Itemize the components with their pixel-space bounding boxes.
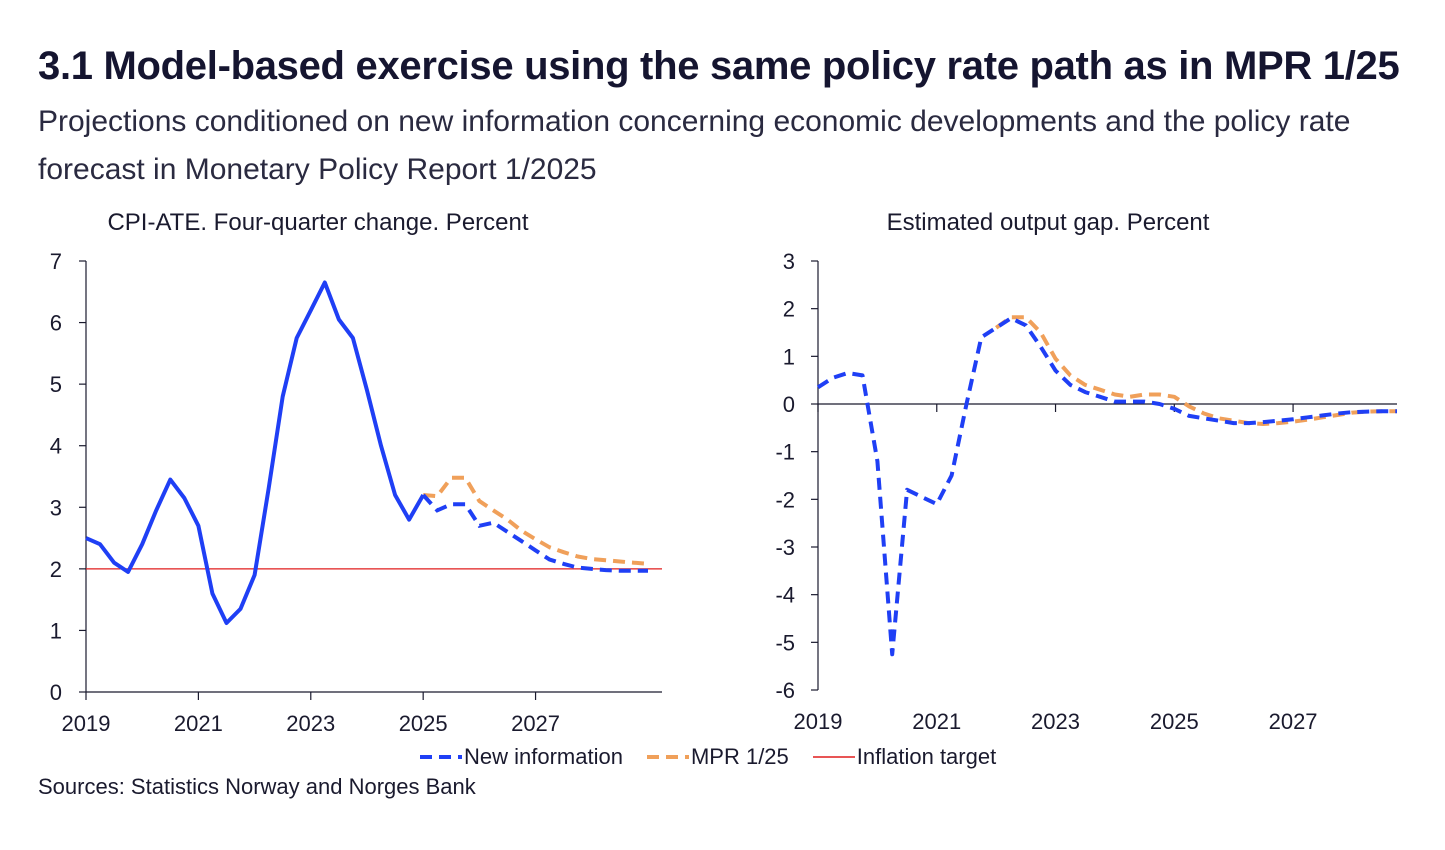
x-tick-label: 2019 xyxy=(794,709,843,734)
chart-subtitle: Projections conditioned on new informati… xyxy=(38,105,1351,186)
panel-output-gap: Estimated output gap. Percent -6 -5 -4 -3 -2 -… xyxy=(775,209,1397,734)
x-tick-label: 2027 xyxy=(1269,709,1318,734)
y-tick-label: 2 xyxy=(783,297,795,322)
y-tick-label: 3 xyxy=(50,495,62,520)
legend-label-mpr: MPR 1/25 xyxy=(690,744,789,769)
y-tick-label: -2 xyxy=(775,487,795,512)
x-tick-label: 2023 xyxy=(1031,709,1080,734)
axis-title: Estimated output gap. Percent xyxy=(887,209,1210,236)
legend-swatch-inflation-target xyxy=(812,756,855,758)
y-tick-label: -3 xyxy=(775,535,795,560)
y-tick-label: 3 xyxy=(783,249,795,274)
series-line-mpr xyxy=(995,315,1397,426)
x-tick-label: 2025 xyxy=(1150,709,1199,734)
chart-title: 3.1 Model-based exercise using the same … xyxy=(38,44,1400,88)
series-line-new-information xyxy=(816,316,1397,657)
y-tick-label: 1 xyxy=(783,344,795,369)
y-tick-label: -1 xyxy=(775,440,795,465)
y-tick-label: 2 xyxy=(50,557,62,582)
legend-item-mpr: MPR 1/25 xyxy=(645,744,789,770)
series-line-new-information-historical xyxy=(85,280,425,625)
legend-item-inflation-target: Inflation target xyxy=(811,744,996,770)
panel-cpi-ate: CPI-ATE. Four-quarter change. Percent 0 1 2… xyxy=(50,209,662,736)
x-tick-label: 2021 xyxy=(912,709,961,734)
series-line-mpr xyxy=(423,475,649,566)
legend-item-new-information: New information xyxy=(418,744,623,770)
x-tick-label: 2023 xyxy=(286,711,335,736)
y-tick-label: 7 xyxy=(50,249,62,274)
legend-swatch-new-information xyxy=(420,755,462,759)
y-tick-label: 0 xyxy=(783,392,795,417)
y-tick-label: -6 xyxy=(775,678,795,703)
x-tick-label: 2025 xyxy=(399,711,448,736)
y-tick-label: -5 xyxy=(775,630,795,655)
legend-swatch-mpr xyxy=(646,755,689,759)
source-note: Sources: Statistics Norway and Norges Ba… xyxy=(38,774,476,799)
legend-label-new-information: New information xyxy=(464,744,623,769)
y-tick-label: 4 xyxy=(50,434,62,459)
axis-title: CPI-ATE. Four-quarter change. Percent xyxy=(107,209,528,236)
x-tick-label: 2027 xyxy=(511,711,560,736)
y-tick-label: -4 xyxy=(775,583,795,608)
y-tick-label: 5 xyxy=(50,372,62,397)
x-tick-label: 2019 xyxy=(62,711,111,736)
series-line-new-information-projection xyxy=(421,493,648,573)
legend-label-inflation-target: Inflation target xyxy=(856,744,997,769)
legend: New information MPR 1/25 Inflation targe… xyxy=(418,742,1018,772)
y-tick-label: 0 xyxy=(50,680,62,705)
y-tick-label: 1 xyxy=(50,618,62,643)
y-tick-label: 6 xyxy=(50,311,62,336)
x-tick-label: 2021 xyxy=(174,711,223,736)
